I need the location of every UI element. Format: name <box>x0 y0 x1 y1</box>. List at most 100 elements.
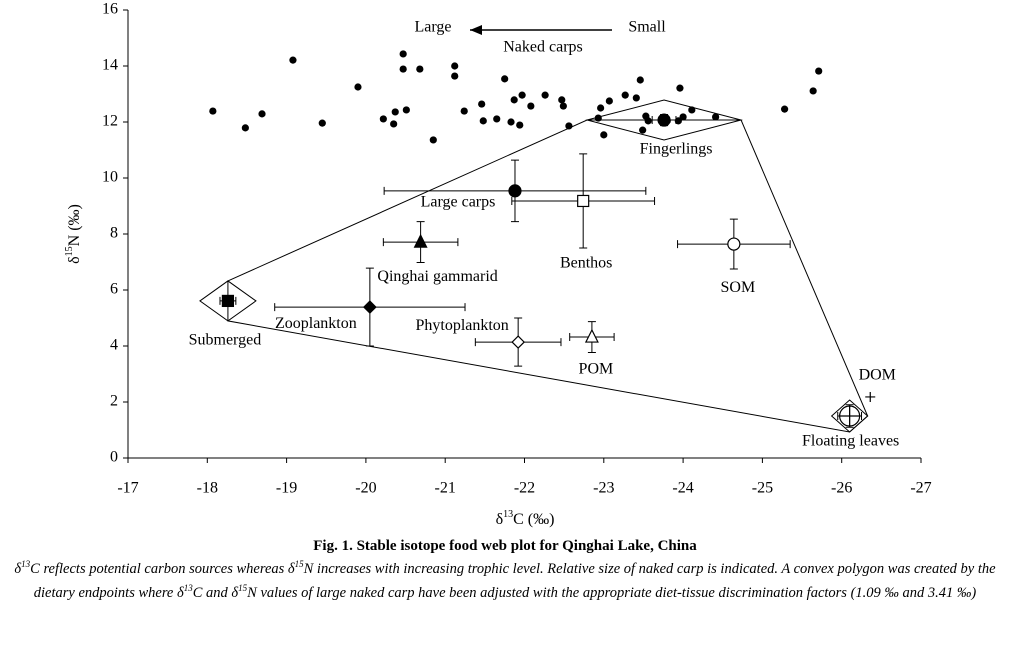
y-axis-label-part: N (‰) <box>66 204 83 246</box>
series-label: DOM <box>859 367 896 384</box>
x-axis-label: δ13C (‰) <box>496 509 555 528</box>
point <box>727 237 741 251</box>
point <box>391 108 399 116</box>
point <box>402 106 410 114</box>
point <box>508 184 522 198</box>
caption-part: C reflects potential carbon sources wher… <box>30 560 295 577</box>
point <box>413 233 428 248</box>
point <box>565 122 573 130</box>
point <box>527 102 535 110</box>
point <box>839 405 861 427</box>
point <box>676 84 684 92</box>
caption-title: Fig. 1. Stable isotope food web plot for… <box>313 538 697 554</box>
point <box>636 76 644 84</box>
x-tick-label: -26 <box>831 480 852 497</box>
caption-part: δ <box>14 560 22 577</box>
x-axis-label-part: C (‰) <box>513 511 554 528</box>
point <box>584 328 599 343</box>
point <box>511 335 526 349</box>
point <box>657 113 671 127</box>
point <box>493 115 501 123</box>
point <box>289 56 297 64</box>
point <box>865 391 876 402</box>
y-tick-label: 12 <box>102 113 118 130</box>
point <box>451 62 459 70</box>
endpoint-diamond <box>830 399 869 433</box>
y-axis-label-part: δ <box>66 256 83 264</box>
point <box>479 117 487 125</box>
point <box>558 96 566 104</box>
caption-part: 15 <box>238 582 248 593</box>
y-tick-label: 0 <box>110 449 118 466</box>
point <box>478 100 486 108</box>
point <box>429 136 437 144</box>
caption-part: 13 <box>183 582 193 593</box>
annotation: Small <box>628 19 666 36</box>
point <box>399 65 407 73</box>
series-label: SOM <box>721 279 756 296</box>
x-axis-label-part: δ <box>496 511 504 528</box>
endpoint-diamond <box>199 280 257 322</box>
series-label: Naked carps <box>503 39 583 56</box>
x-tick-label: -25 <box>752 480 773 497</box>
point <box>518 91 526 99</box>
point <box>241 124 249 132</box>
x-tick-label: -19 <box>276 480 297 497</box>
point <box>541 91 549 99</box>
point <box>632 94 640 102</box>
series-label: Zooplankton <box>275 315 357 332</box>
x-tick-label: -23 <box>593 480 614 497</box>
point <box>399 50 407 58</box>
point <box>460 107 468 115</box>
x-tick-label: -22 <box>514 480 535 497</box>
y-axis-label-part: 15 <box>64 246 75 256</box>
point <box>600 131 608 139</box>
x-tick-label: -18 <box>197 480 218 497</box>
point <box>451 72 459 80</box>
series-label: Qinghai gammarid <box>377 268 497 285</box>
point <box>258 110 266 118</box>
series-label: Large carps <box>421 194 496 211</box>
point <box>712 113 720 121</box>
y-tick-label: 10 <box>102 169 118 186</box>
y-tick-label: 14 <box>102 57 118 74</box>
point <box>416 65 424 73</box>
point <box>577 194 590 208</box>
point <box>318 119 326 127</box>
point <box>209 107 217 115</box>
series-label: Fingerlings <box>640 141 713 158</box>
x-tick-label: -20 <box>355 480 376 497</box>
point <box>516 121 524 129</box>
point <box>510 96 518 104</box>
point <box>597 104 605 112</box>
series-label: Floating leaves <box>802 433 899 450</box>
caption-body: δ13C reflects potential carbon sources w… <box>10 555 1000 603</box>
point <box>781 105 789 113</box>
point <box>809 87 817 95</box>
caption: Fig. 1. Stable isotope food web plot for… <box>10 538 1000 603</box>
chart: Large Small 0 2 4 6 8 10 12 14 16 -17 -18 -19 -20 -21… <box>64 1 932 528</box>
point <box>815 67 823 75</box>
point <box>644 117 652 125</box>
point <box>221 294 235 308</box>
series-label: Benthos <box>560 255 612 272</box>
point <box>559 102 567 110</box>
point <box>363 300 377 314</box>
x-tick-label: -24 <box>672 480 693 497</box>
arrow-head <box>470 25 482 35</box>
x-tick-label: -27 <box>910 480 931 497</box>
caption-part: C and δ <box>192 584 239 601</box>
y-axis-label: δ15N (‰) <box>64 204 83 264</box>
series-label: POM <box>579 361 614 378</box>
y-tick-label: 16 <box>102 1 118 18</box>
point <box>674 117 682 125</box>
point <box>390 120 398 128</box>
point <box>379 115 387 123</box>
caption-part: 13 <box>21 559 31 569</box>
x-axis-label-part: 13 <box>503 509 513 520</box>
point <box>679 113 687 121</box>
y-tick-label: 4 <box>110 337 118 354</box>
convex-polygon <box>227 119 869 433</box>
point <box>507 118 515 126</box>
series-label: Phytoplankton <box>415 317 508 334</box>
